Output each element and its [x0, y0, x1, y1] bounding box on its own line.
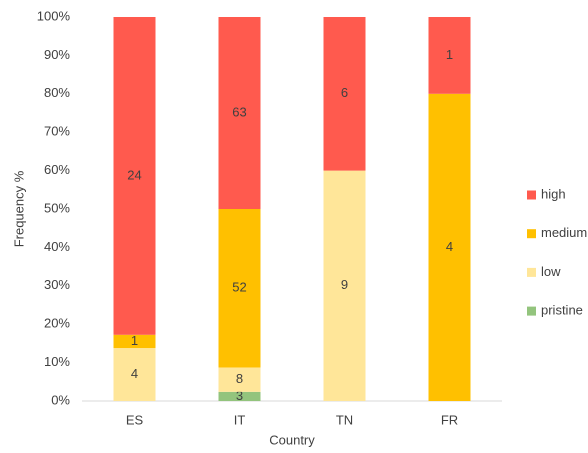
x-tick-label: ES: [126, 412, 144, 427]
data-label: 9: [341, 277, 348, 292]
y-tick-label: 50%: [44, 200, 70, 215]
y-tick-label: 90%: [44, 47, 70, 62]
y-tick-label: 40%: [44, 239, 70, 254]
bar-segment: [113, 17, 156, 335]
y-tick-label: 30%: [44, 277, 70, 292]
bar-segment: [218, 367, 261, 392]
legend-label: high: [541, 186, 566, 201]
bar-segment: [113, 348, 156, 401]
bar-segment: [218, 209, 261, 368]
data-label: 52: [232, 280, 246, 295]
y-tick-label: 80%: [44, 85, 70, 100]
legend-label: low: [541, 264, 561, 279]
bar-segment: [428, 17, 471, 94]
legend-label: medium: [541, 225, 587, 240]
bar-segment: [323, 17, 366, 171]
data-label: 1: [446, 47, 453, 62]
data-label: 4: [131, 366, 138, 381]
data-label: 6: [341, 85, 348, 100]
x-tick-label: TN: [336, 412, 353, 427]
legend-swatch: [527, 229, 536, 239]
x-axis-title: Country: [269, 432, 315, 447]
y-tick-label: 60%: [44, 162, 70, 177]
legend-label: pristine: [541, 303, 583, 318]
data-label: 63: [232, 104, 246, 119]
bar-segment: [113, 334, 156, 349]
legend-swatch: [527, 190, 536, 200]
y-tick-label: 0%: [51, 392, 70, 407]
data-label: 8: [236, 371, 243, 386]
bar-segment: [218, 391, 261, 401]
x-tick-label: IT: [234, 412, 246, 427]
y-tick-label: 70%: [44, 124, 70, 139]
y-tick-label: 100%: [37, 8, 71, 23]
bar-segment: [218, 17, 261, 209]
y-tick-label: 10%: [44, 354, 70, 369]
bar-segment: [428, 93, 471, 402]
legend-swatch: [527, 306, 536, 316]
y-axis-title: Frequency %: [11, 170, 26, 247]
data-label: 4: [446, 239, 453, 254]
x-tick-label: FR: [441, 412, 458, 427]
y-tick-label: 20%: [44, 316, 70, 331]
legend-swatch: [527, 267, 536, 277]
data-label: 3: [236, 388, 243, 403]
bar-segment: [323, 170, 366, 401]
data-label: 24: [127, 167, 141, 182]
data-label: 1: [131, 333, 138, 348]
